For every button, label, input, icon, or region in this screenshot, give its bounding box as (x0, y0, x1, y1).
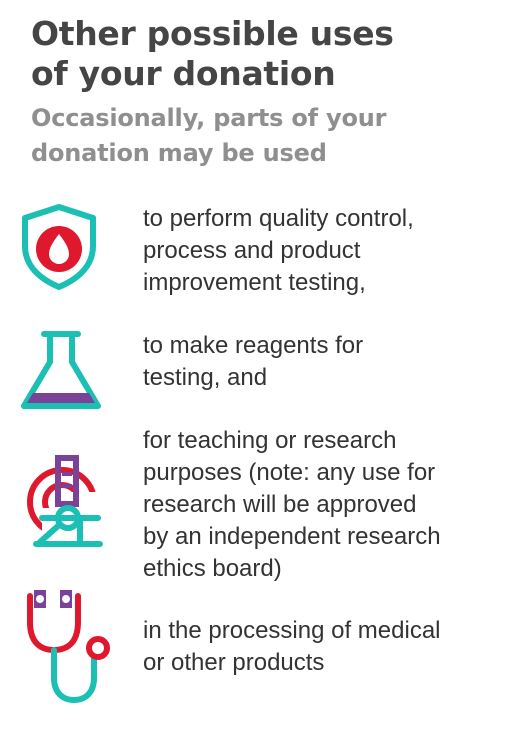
item-text: in the processing of medical or other pr… (143, 617, 441, 676)
flask-icon (21, 331, 101, 409)
stethoscope-icon (27, 590, 110, 704)
page-subtitle: Occasionally, parts of your donation may… (31, 104, 387, 167)
item-text: to make reagents for testing, and (143, 332, 364, 391)
microscope-icon (27, 455, 104, 552)
item-text: to perform quality control, process and … (143, 205, 414, 296)
page-title: Other possible uses of your donation (31, 14, 394, 93)
shield-blood-drop-icon (22, 204, 96, 290)
item-text: for teaching or research purposes (note:… (143, 427, 441, 582)
